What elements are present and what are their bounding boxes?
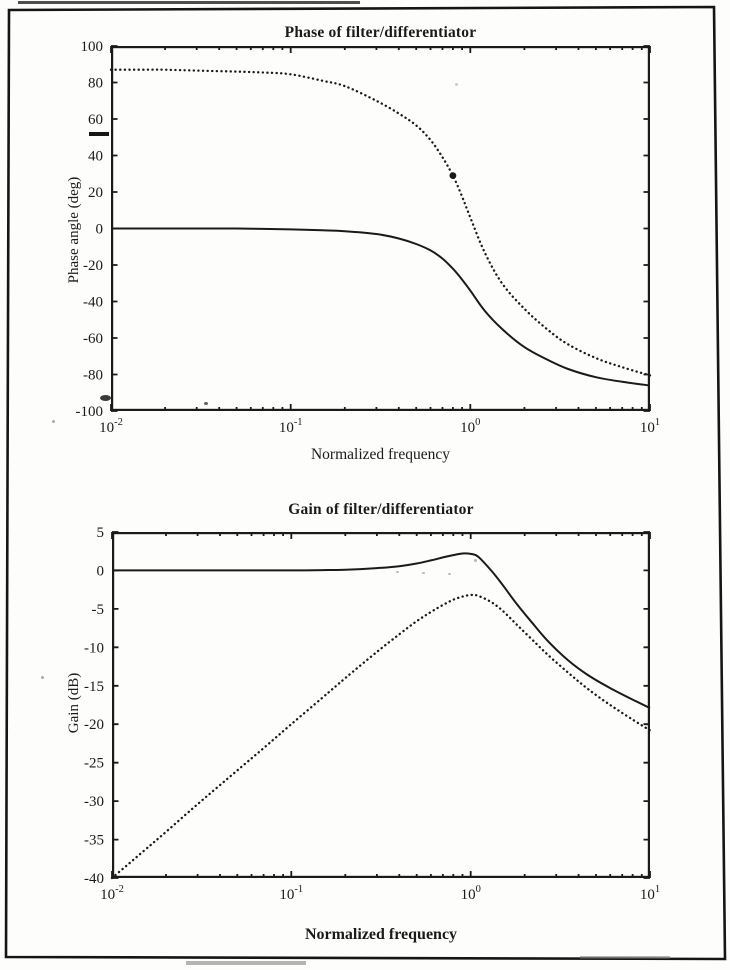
x-tick-label: 10-1 bbox=[279, 884, 303, 903]
ink-blob-on-dotted-curve bbox=[449, 172, 457, 179]
gain-x-axis-label: Normalized frequency bbox=[304, 926, 458, 943]
y-tick-label: -60 bbox=[83, 331, 103, 347]
y-tick-label: -10 bbox=[84, 640, 104, 656]
differentiator-phase-curve bbox=[109, 68, 652, 377]
gain-y-axis-label: Gain (dB) bbox=[66, 672, 82, 734]
axis-ticks bbox=[111, 531, 651, 879]
y-tick-label: -40 bbox=[83, 295, 103, 311]
zero-line-speck-2 bbox=[422, 572, 425, 574]
margin-speck-2 bbox=[41, 676, 44, 679]
phase-x-axis-label: Normalized frequency bbox=[310, 446, 450, 463]
y-tick-label: -30 bbox=[84, 794, 104, 810]
gain-area-speck bbox=[474, 559, 477, 562]
y-tick-label: 20 bbox=[88, 185, 103, 201]
x-tick-label: 10-2 bbox=[99, 417, 123, 436]
filter-gain-curve bbox=[112, 552, 651, 710]
y-tick-label: -35 bbox=[84, 833, 104, 849]
y-tick-label: -15 bbox=[84, 679, 104, 695]
zero-line-speck-3 bbox=[448, 573, 451, 575]
x-tick-label: 101 bbox=[640, 417, 660, 436]
y-tick-label: -20 bbox=[84, 717, 104, 733]
x-tick-label: 10-1 bbox=[279, 417, 303, 436]
differentiator-gain-curve bbox=[110, 593, 652, 880]
y-tick-label: 0 bbox=[96, 222, 104, 238]
stray-z-mark bbox=[100, 395, 111, 401]
phase-chart-title: Phase of filter/differentiator bbox=[284, 24, 477, 41]
zero-line-speck-1 bbox=[396, 571, 399, 573]
y-tick-label: 100 bbox=[81, 39, 104, 55]
y-tick-label: 40 bbox=[88, 149, 103, 165]
y-tick-label: -100 bbox=[76, 404, 104, 420]
y-tick-label: 80 bbox=[88, 76, 103, 92]
margin-speck-1 bbox=[52, 420, 55, 423]
y-tick-label: -20 bbox=[83, 258, 103, 274]
bottom-smudge-2 bbox=[580, 956, 670, 959]
y-tick-label: -80 bbox=[83, 368, 103, 384]
bottom-smudge bbox=[186, 961, 306, 965]
gain-chart-title: Gain of filter/differentiator bbox=[288, 501, 474, 518]
axis-ticks bbox=[110, 45, 651, 412]
y-tick-label: -25 bbox=[84, 756, 104, 772]
filter-phase-curve bbox=[111, 227, 651, 387]
plot-frame bbox=[112, 532, 650, 878]
x-tick-label: 100 bbox=[461, 884, 481, 903]
y-tick-label: 5 bbox=[97, 525, 105, 541]
phase-y-axis-label: Phase angle (deg) bbox=[66, 176, 82, 284]
x-tick-label: 101 bbox=[640, 884, 660, 903]
y-tick-label: -40 bbox=[84, 871, 104, 887]
phase-area-speck bbox=[455, 83, 458, 86]
y-tick-label: 0 bbox=[97, 563, 105, 579]
x-tick-label: 100 bbox=[460, 417, 480, 436]
stray-dot-x-axis bbox=[204, 402, 208, 405]
stray-dash-under-60 bbox=[89, 132, 109, 136]
y-tick-label: -5 bbox=[92, 602, 105, 618]
y-tick-label: 60 bbox=[88, 112, 103, 128]
top-edge-scan-line bbox=[18, 1, 360, 4]
page-border-line bbox=[4, 5, 727, 961]
x-tick-label: 10-2 bbox=[100, 884, 124, 903]
